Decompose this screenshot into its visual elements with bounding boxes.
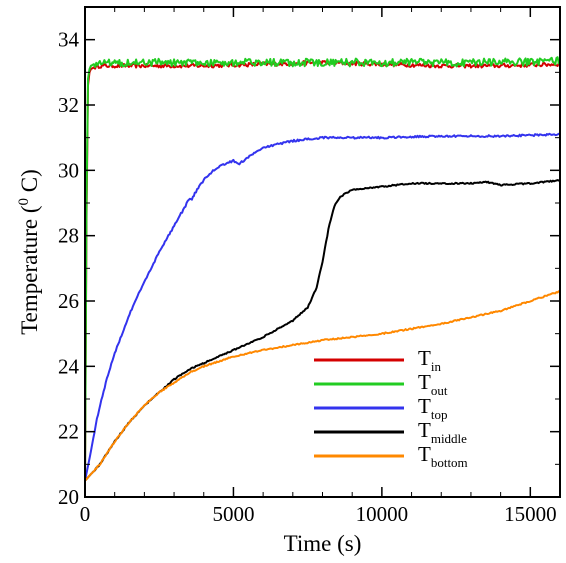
legend-entry-top: Ttop [314, 394, 447, 422]
y-tick-label: 28 [58, 224, 79, 248]
y-tick-label: 32 [58, 93, 79, 117]
legend-label-main: T [418, 346, 431, 370]
ticks-layer: 0 5000 10000 15000 20 22 24 26 28 30 32 34 [58, 7, 560, 526]
legend-label-main: T [418, 418, 431, 442]
legend-label-in: Tin [418, 346, 441, 374]
y-axis-title-main: Temperature ( [17, 205, 42, 334]
y-tick-label: 34 [58, 28, 80, 52]
legend-label-main: T [418, 394, 431, 418]
plot-frame [84, 6, 561, 498]
legend-label-out: Tout [418, 370, 448, 398]
y-tick-label: 22 [58, 420, 79, 444]
series-line-bottom [85, 290, 560, 482]
legend-label-sub: middle [431, 431, 467, 446]
x-axis-title: Time (s) [284, 531, 362, 556]
x-tick-label: 15000 [504, 502, 557, 526]
legend-label-sub: in [431, 359, 442, 374]
legend-label-sub: out [431, 383, 448, 398]
y-tick-label: 30 [58, 158, 79, 182]
legend-label-main: T [418, 370, 431, 394]
x-tick-label: 5000 [212, 502, 254, 526]
series-line-out [85, 56, 560, 481]
series-layer [85, 56, 560, 482]
legend-entry-out: Tout [314, 370, 448, 398]
legend-entry-bottom: Tbottom [314, 442, 468, 470]
y-tick-label: 26 [58, 289, 79, 313]
legend-entry-in: Tin [314, 346, 441, 374]
legend-entry-middle: Tmiddle [314, 418, 467, 446]
legend-label-sub: bottom [431, 455, 468, 470]
y-axis-title-sup: 0 [16, 198, 32, 206]
y-tick-label: 20 [58, 485, 79, 509]
y-tick-label: 24 [58, 354, 80, 378]
y-axis-title: Temperature (0 C) [16, 169, 42, 335]
legend-label-middle: Tmiddle [418, 418, 467, 446]
legend-label-top: Ttop [418, 394, 447, 422]
legend-label-main: T [418, 442, 431, 466]
x-tick-label: 10000 [356, 502, 409, 526]
legend-label-sub: top [431, 407, 448, 422]
x-tick-label: 0 [80, 502, 91, 526]
legend-label-bottom: Tbottom [418, 442, 468, 470]
series-line-top [85, 132, 560, 481]
y-axis-title-tail: C) [17, 169, 42, 198]
